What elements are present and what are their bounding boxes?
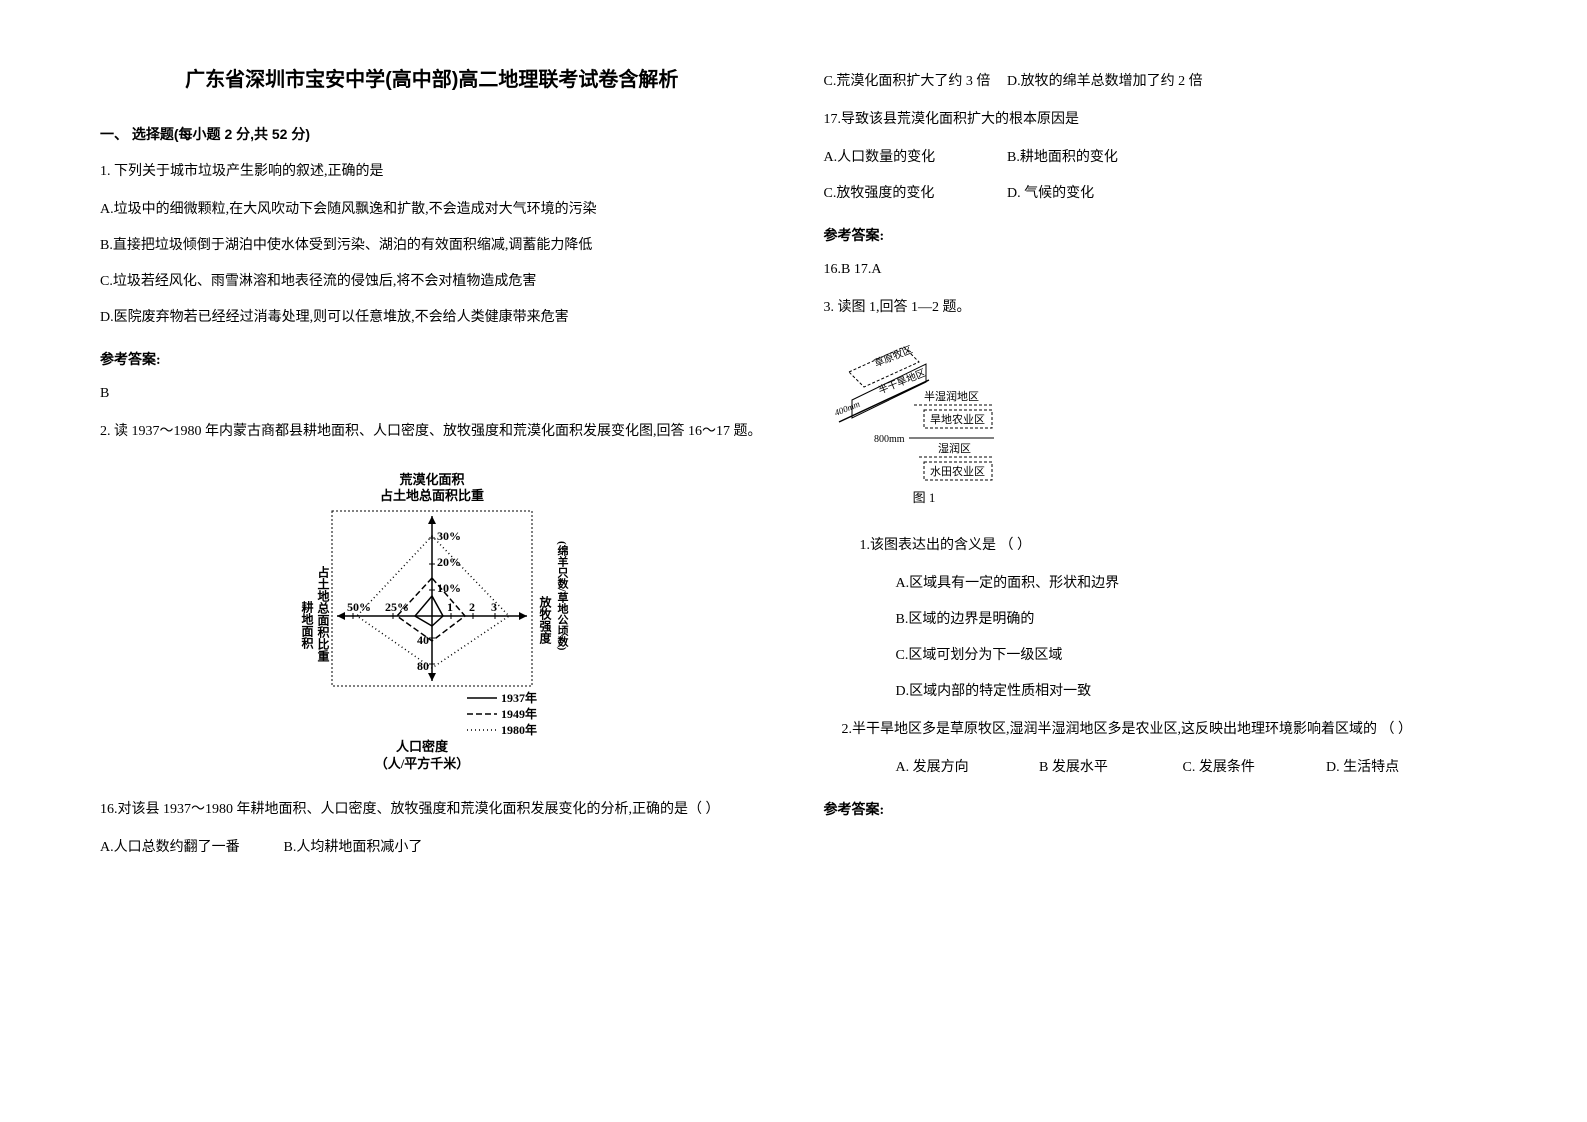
q3-sub2-stem: 2.半干旱地区多是草原牧区,湿润半湿润地区多是农业区,这反映出地理环境影响着区域… <box>824 716 1488 744</box>
exam-page: 广东省深圳市宝安中学(高中部)高二地理联考试卷含解析 一、 选择题(每小题 2 … <box>0 0 1587 930</box>
q3-diagram: 草原牧区 半干旱地区 400mm 半湿润地区 旱地农业区 800mm 湿润区 <box>834 342 1014 512</box>
legend-1980: 1980年 <box>501 722 537 737</box>
top-tick-30: 30% <box>437 529 461 543</box>
q2-answer-label: 参考答案: <box>824 223 1488 251</box>
left-axis-label-1: 耕地面积 <box>300 600 314 650</box>
q16-option-c: C.荒漠化面积扩大了约 3 倍 <box>824 68 1004 96</box>
q17-option-d: D. 气候的变化 <box>1007 180 1187 208</box>
left-axis-label-2: 占土地总面积比重 <box>316 565 330 662</box>
bot-tick-80: 80 <box>417 659 429 673</box>
q3-sub1-option-c: C.区域可划分为下一级区域 <box>824 642 1488 670</box>
q1-answer-label: 参考答案: <box>100 347 764 375</box>
q1-option-a: A.垃圾中的细微颗粒,在大风吹动下会随风飘逸和扩散,不会造成对大气环境的污染 <box>100 196 764 224</box>
q2-stem: 2. 读 1937～1980 年内蒙古商都县耕地面积、人口密度、放牧强度和荒漠化… <box>100 418 764 446</box>
q1-option-d: D.医院废弃物若已经经过消毒处理,则可以任意堆放,不会给人类健康带来危害 <box>100 304 764 332</box>
series-1980 <box>357 536 509 668</box>
q3-sub2-option-d: D. 生活特点 <box>1326 754 1466 782</box>
section-header: 一、 选择题(每小题 2 分,共 52 分) <box>100 120 764 148</box>
q3-sub2-options: A. 发展方向 B 发展水平 C. 发展条件 D. 生活特点 <box>824 754 1488 782</box>
arrow-right <box>519 612 527 620</box>
q2-chart: 荒漠化面积 占土地总面积比重 30% 20% <box>287 466 577 776</box>
q2-chart-container: 荒漠化面积 占土地总面积比重 30% 20% <box>100 466 764 776</box>
zone-humid-label: 湿润区 <box>938 441 971 455</box>
q1-stem: 1. 下列关于城市垃圾产生影响的叙述,正确的是 <box>100 158 764 186</box>
label-800mm: 800mm <box>874 434 905 445</box>
right-axis-label-2: (绵羊只数/草地公顷数) <box>556 541 569 651</box>
q3-sub1-option-d: D.区域内部的特定性质相对一致 <box>824 678 1488 706</box>
q16-option-b: B.人均耕地面积减小了 <box>284 834 464 862</box>
exam-title: 广东省深圳市宝安中学(高中部)高二地理联考试卷含解析 <box>100 60 764 100</box>
zone-paddy-label: 水田农业区 <box>930 464 985 478</box>
q17-option-c: C.放牧强度的变化 <box>824 180 1004 208</box>
q3-sub1-option-a: A.区域具有一定的面积、形状和边界 <box>824 570 1488 598</box>
q3-answer-label: 参考答案: <box>824 797 1488 825</box>
q17-options-row2: C.放牧强度的变化 D. 气候的变化 <box>824 180 1488 208</box>
bottom-axis-label-2: （人/平方千米） <box>374 756 469 771</box>
q3-sub2-option-c: C. 发展条件 <box>1183 754 1323 782</box>
q3-sub2-option-a: A. 发展方向 <box>896 754 1036 782</box>
q16-stem: 16.对该县 1937～1980 年耕地面积、人口密度、放牧强度和荒漠化面积发展… <box>100 796 764 824</box>
q3-diagram-container: 草原牧区 半干旱地区 400mm 半湿润地区 旱地农业区 800mm 湿润区 <box>824 342 1488 512</box>
q17-option-b: B.耕地面积的变化 <box>1007 144 1187 172</box>
q16-option-a: A.人口总数约翻了一番 <box>100 834 280 862</box>
arrow-down <box>428 673 436 681</box>
chart-top-title-1: 荒漠化面积 <box>398 472 464 487</box>
zone-dryland-label: 旱地农业区 <box>930 412 985 426</box>
q3-sub1-option-b: B.区域的边界是明确的 <box>824 606 1488 634</box>
arrow-up <box>428 516 436 524</box>
q17-option-a: A.人口数量的变化 <box>824 144 1004 172</box>
q17-stem: 17.导致该县荒漠化面积扩大的根本原因是 <box>824 106 1488 134</box>
chart-top-title-2: 占土地总面积比重 <box>380 488 484 503</box>
q3-sub1-stem: 1.该图表达出的含义是 （ ） <box>824 532 1488 560</box>
q1-answer: B <box>100 380 764 408</box>
q3-diagram-svg: 草原牧区 半干旱地区 400mm 半湿润地区 旱地农业区 800mm 湿润区 <box>834 342 1014 512</box>
q3-stem: 3. 读图 1,回答 1—2 题。 <box>824 294 1488 322</box>
q3-sub2-option-b: B 发展水平 <box>1039 754 1179 782</box>
series-1937 <box>415 596 443 626</box>
diagram-caption: 图 1 <box>912 490 935 505</box>
right-column: C.荒漠化面积扩大了约 3 倍 D.放牧的绵羊总数增加了约 2 倍 17.导致该… <box>824 60 1488 870</box>
legend-1937: 1937年 <box>501 690 537 705</box>
q3-sub2-stem-text: 2.半干旱地区多是草原牧区,湿润半湿润地区多是农业区,这反映出地理环境影响着区域… <box>824 722 1413 737</box>
q1-option-c: C.垃圾若经风化、雨雪淋溶和地表径流的侵蚀后,将不会对植物造成危害 <box>100 268 764 296</box>
q2-chart-svg: 荒漠化面积 占土地总面积比重 30% 20% <box>287 466 577 776</box>
right-axis-label-1: 放牧强度 <box>538 595 552 645</box>
left-column: 广东省深圳市宝安中学(高中部)高二地理联考试卷含解析 一、 选择题(每小题 2 … <box>100 60 764 870</box>
q16-option-d: D.放牧的绵羊总数增加了约 2 倍 <box>1007 68 1203 96</box>
left-tick-50: 50% <box>347 600 371 614</box>
legend-1949: 1949年 <box>501 706 537 721</box>
q16-options-row2: C.荒漠化面积扩大了约 3 倍 D.放牧的绵羊总数增加了约 2 倍 <box>824 68 1488 96</box>
bottom-axis-label-1: 人口密度 <box>396 739 449 754</box>
zone-semihumid-label: 半湿润地区 <box>924 389 979 403</box>
q17-options-row1: A.人口数量的变化 B.耕地面积的变化 <box>824 144 1488 172</box>
arrow-left <box>337 612 345 620</box>
right-tick-2: 2 <box>469 600 475 614</box>
q2-answer: 16.B 17.A <box>824 256 1488 284</box>
zone-grassland-label: 草原牧区 <box>872 343 914 370</box>
q1-option-b: B.直接把垃圾倾倒于湖泊中使水体受到污染、湖泊的有效面积缩减,调蓄能力降低 <box>100 232 764 260</box>
q16-options-row1: A.人口总数约翻了一番 B.人均耕地面积减小了 <box>100 834 764 862</box>
